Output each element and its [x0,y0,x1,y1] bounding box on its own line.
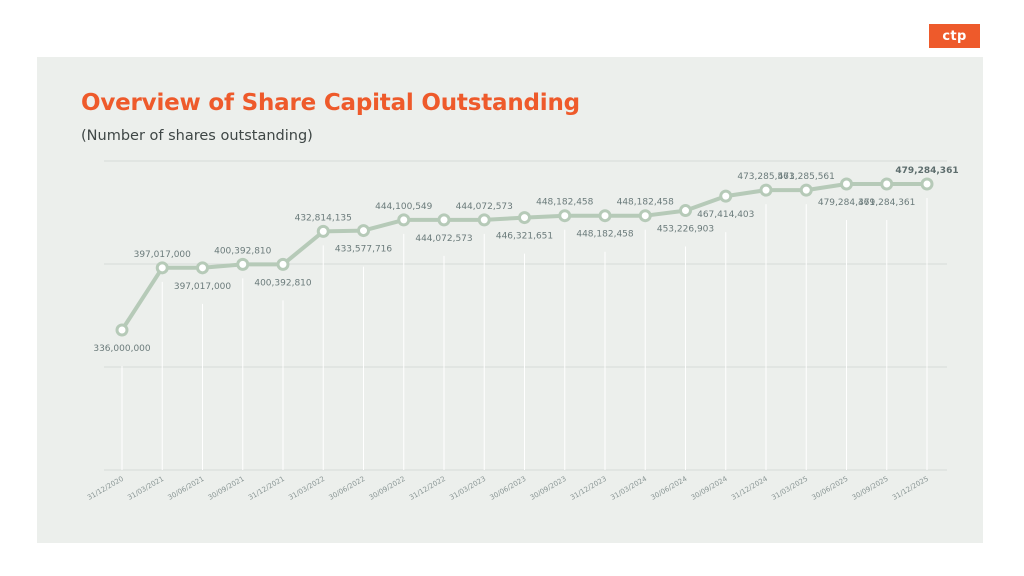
data-label: 433,577,716 [335,245,393,255]
x-tick-label: 30/06/2025 [811,475,850,502]
data-label: 400,392,810 [254,278,312,288]
chart-subtitle: (Number of shares outstanding) [81,128,313,144]
x-tick-label: 31/03/2024 [609,475,648,502]
data-point [437,213,451,227]
data-label: 400,392,810 [214,246,272,256]
x-tick-label: 31/03/2022 [287,475,326,502]
data-point [679,204,692,218]
data-point [759,183,773,197]
x-tick-label: 31/12/2024 [730,475,769,502]
data-label: 473,285,561 [778,172,835,182]
chart-panel [37,57,983,543]
data-point [920,177,934,191]
x-tick-label: 30/06/2023 [489,475,528,502]
data-label: 479,284,361 [818,198,875,208]
x-tick-label: 31/03/2021 [126,475,165,502]
data-point [638,209,652,223]
data-point [477,213,491,227]
data-point [155,261,169,275]
x-tick-label: 30/06/2024 [650,475,689,502]
x-tick-label: 30/09/2021 [207,475,246,502]
x-tick-label: 31/03/2025 [770,475,809,502]
x-tick-label: 31/12/2021 [247,475,286,502]
x-tick-label: 31/12/2022 [408,475,447,502]
data-point [880,177,894,191]
data-point [115,323,129,337]
data-label: 444,072,573 [415,234,472,244]
data-point [236,257,250,271]
x-tick-label: 31/12/2020 [86,475,125,502]
data-point [316,224,330,238]
x-tick-label: 30/06/2022 [328,475,367,502]
data-point [276,257,290,271]
data-label: 446,321,651 [496,232,553,242]
data-point [719,189,733,203]
x-tick-label: 30/09/2024 [690,475,729,502]
data-label: 473,285,561 [737,172,794,182]
x-tick-label: 31/03/2023 [448,475,487,502]
data-point [558,209,572,223]
data-label: 444,072,573 [456,202,513,212]
data-label: 397,017,000 [174,282,232,292]
data-point [598,209,612,223]
data-point [397,213,411,227]
x-tick-label: 30/09/2022 [368,475,407,502]
data-point [357,224,370,238]
data-point [840,177,853,191]
data-label: 444,100,549 [375,202,433,212]
x-tick-label: 31/12/2025 [891,475,930,502]
data-label: 448,182,458 [576,230,634,240]
data-label: 479,284,361 [895,166,958,176]
data-label: 448,182,458 [617,198,675,208]
x-tick-label: 30/09/2023 [529,475,568,502]
data-label: 453,226,903 [657,225,714,235]
ctp-logo: ctp [929,24,980,48]
data-label: 336,000,000 [93,344,151,354]
x-tick-label: 31/12/2023 [569,475,608,502]
x-tick-label: 30/09/2025 [851,475,890,502]
data-label: 467,414,403 [697,210,754,220]
data-point [196,261,209,275]
data-label: 448,182,458 [536,198,594,208]
data-label: 479,284,361 [858,198,915,208]
chart-title: Overview of Share Capital Outstanding [81,90,580,116]
x-tick-label: 30/06/2021 [167,475,206,502]
data-label: 397,017,000 [134,250,192,260]
data-label: 432,814,135 [295,213,352,223]
data-point [799,183,813,197]
data-point [518,211,531,225]
